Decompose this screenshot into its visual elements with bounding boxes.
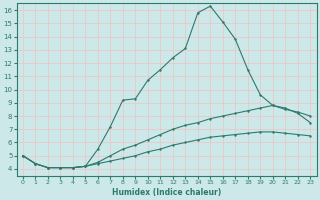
X-axis label: Humidex (Indice chaleur): Humidex (Indice chaleur) xyxy=(112,188,221,197)
